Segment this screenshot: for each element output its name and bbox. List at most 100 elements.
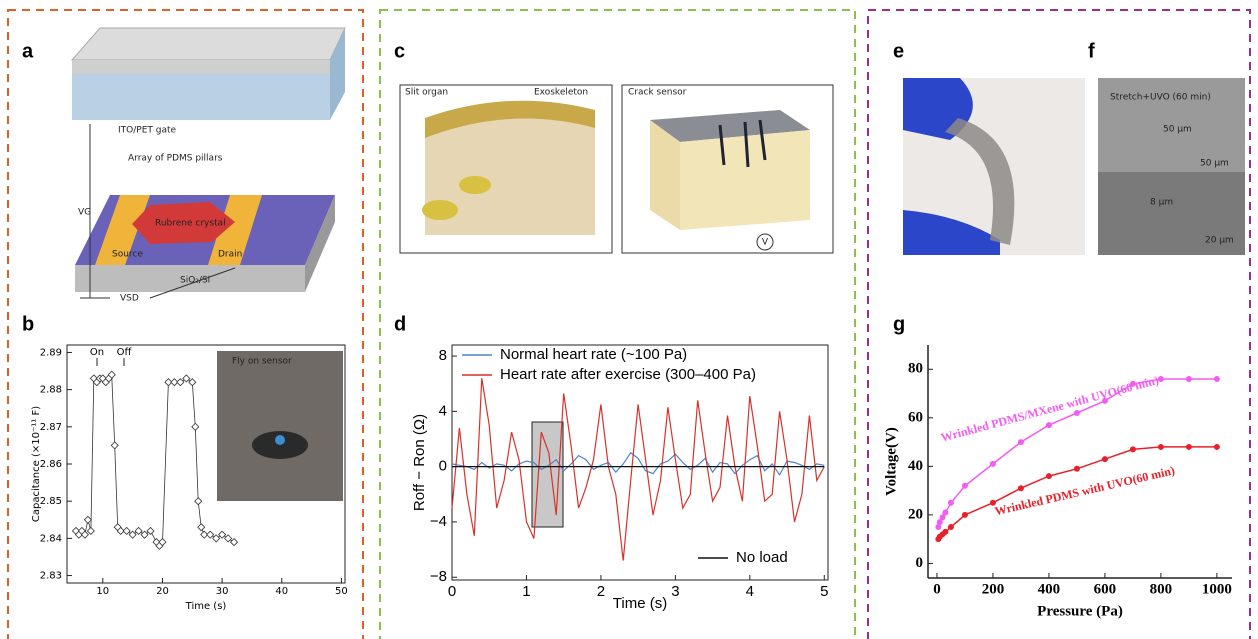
y-tick-label: 2.86 — [40, 459, 62, 470]
marker — [1158, 444, 1164, 450]
marker — [1186, 376, 1192, 382]
y-tick-label: 2.85 — [40, 496, 62, 507]
marker — [111, 442, 118, 449]
schematic-label: Rubrene crystal — [155, 219, 226, 229]
fly — [275, 435, 285, 445]
x-tick-label: 50 — [335, 586, 348, 597]
legend-label: Normal heart rate (~100 Pa) — [500, 346, 687, 363]
marker — [213, 535, 220, 542]
marker — [948, 500, 954, 506]
schematic-label: VSD — [120, 294, 139, 304]
marker — [1186, 444, 1192, 450]
panel-label: d — [394, 313, 406, 335]
series-label: Wrinkled PDMS/MXene with UVO(60 min) — [939, 373, 1160, 445]
x-tick-label: 2 — [597, 583, 605, 600]
schematic-label: SiO₂/Si — [180, 276, 210, 286]
y-axis-label: Roff − Ron (Ω) — [411, 414, 428, 511]
x-tick-label: 600 — [1094, 581, 1117, 597]
illustration-label: Slit organ — [405, 88, 448, 98]
legend-label: Heart rate after exercise (300–400 Pa) — [500, 366, 756, 383]
y-tick-label: 80 — [908, 361, 923, 377]
schematic-label: Array of PDMS pillars — [128, 154, 223, 164]
x-tick-label: 40 — [275, 586, 288, 597]
x-axis-label: Time (s) — [185, 601, 227, 612]
marker — [1158, 376, 1164, 382]
marker — [1074, 466, 1080, 472]
marker — [129, 531, 136, 538]
marker — [1102, 456, 1108, 462]
x-tick-label: 10 — [96, 586, 109, 597]
y-tick-label: −8 — [430, 568, 447, 585]
marker — [1074, 410, 1080, 416]
schematic-label: ITO/PET gate — [118, 126, 176, 136]
sem-label: 50 μm — [1163, 125, 1192, 135]
y-tick-label: 8 — [439, 347, 447, 364]
x-tick-label: 0 — [933, 581, 941, 597]
x-tick-label: 1 — [522, 583, 530, 600]
marker — [84, 516, 91, 523]
panel-label: e — [893, 40, 904, 62]
marker — [942, 529, 948, 535]
marker — [1214, 444, 1220, 450]
x-tick-label: 30 — [216, 586, 229, 597]
panel-label: a — [22, 40, 34, 62]
y-tick-label: 4 — [439, 402, 447, 419]
panel-label: f — [1088, 40, 1095, 62]
y-tick-label: −4 — [430, 513, 447, 530]
schematic-label: Drain — [218, 250, 242, 260]
marker — [135, 527, 142, 534]
y-axis-label: Capacitance (×10⁻¹¹ F) — [31, 406, 42, 522]
marker — [189, 379, 196, 386]
neuron — [422, 200, 458, 220]
annotation: On — [90, 347, 104, 358]
marker — [1046, 473, 1052, 479]
marker — [198, 524, 205, 531]
y-tick-label: 2.83 — [40, 571, 62, 582]
x-tick-label: 400 — [1038, 581, 1061, 597]
figure: a b c d e f g ITO/PET gate Array of PDMS… — [0, 0, 1258, 639]
legend-label: No load — [736, 549, 788, 566]
schematic-label: VG — [78, 208, 91, 218]
series-line — [76, 375, 234, 546]
y-tick-label: 0 — [439, 458, 447, 475]
marker — [192, 423, 199, 430]
x-tick-label: 5 — [820, 583, 828, 600]
x-axis-label: Pressure (Pa) — [1037, 603, 1123, 619]
marker — [962, 512, 968, 518]
x-tick-label: 800 — [1150, 581, 1173, 597]
sem-label: Stretch+UVO (60 min) — [1110, 93, 1211, 103]
illustration-label: Exoskeleton — [534, 88, 588, 98]
marker — [177, 379, 184, 386]
schematic-label: Source — [112, 250, 143, 260]
marker — [147, 527, 154, 534]
marker — [1046, 422, 1052, 428]
y-tick-label: 2.84 — [40, 533, 62, 544]
inset-label: Fly on sensor — [232, 357, 292, 367]
marker — [141, 531, 148, 538]
y-tick-label: 60 — [908, 409, 923, 425]
panel-label: c — [394, 40, 405, 62]
marker — [225, 535, 232, 542]
y-tick-label: 2.88 — [40, 385, 62, 396]
illustration-label: Crack sensor — [628, 88, 687, 98]
marker — [219, 531, 226, 538]
marker — [1018, 485, 1024, 491]
marker — [87, 527, 94, 534]
x-axis-label: Time (s) — [613, 595, 667, 612]
marker — [1130, 446, 1136, 452]
x-tick-label: 0 — [448, 583, 456, 600]
marker — [990, 461, 996, 467]
x-tick-label: 3 — [671, 583, 679, 600]
y-tick-label: 0 — [916, 555, 924, 571]
marker — [195, 498, 202, 505]
marker — [962, 483, 968, 489]
series-line — [452, 378, 824, 560]
y-axis-label: Voltage(V) — [883, 427, 899, 496]
marker — [231, 539, 238, 546]
y-tick-label: 20 — [908, 506, 923, 522]
inset-photo — [217, 351, 343, 501]
sem-label: 50 μm — [1200, 159, 1229, 169]
y-tick-label: 2.87 — [40, 422, 62, 433]
sem-label: 20 μm — [1205, 236, 1234, 246]
panel-label: b — [22, 313, 34, 335]
